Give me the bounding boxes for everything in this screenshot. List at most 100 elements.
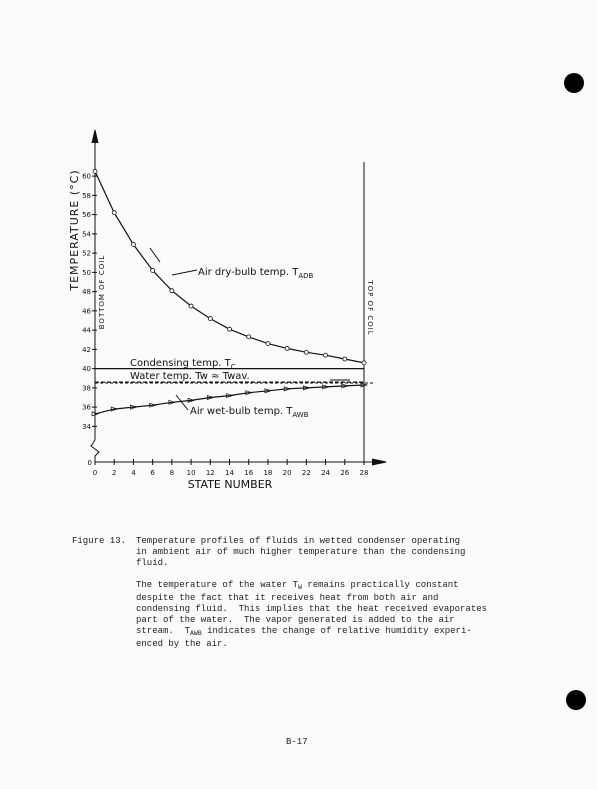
caption-line: fluid. [136, 558, 169, 568]
point [111, 210, 117, 216]
series-label: Air wet-bulb temp. TAWB [190, 406, 309, 419]
y-axis-label: TEMPERATURE (°C) [68, 169, 81, 291]
point [130, 404, 138, 410]
point [92, 168, 98, 174]
y-tick-label: 46 [82, 307, 91, 315]
x-tick-label: 26 [340, 469, 349, 477]
x-tick-label: 4 [131, 469, 136, 477]
x-tick-label: 10 [187, 469, 196, 477]
text-run: enced by the air. [136, 639, 228, 649]
punch-hole [566, 690, 586, 710]
x-tick-label: 12 [206, 469, 215, 477]
point [131, 242, 136, 247]
paragraph-line: part of the water. The vapor generated i… [136, 615, 487, 626]
point [246, 334, 252, 340]
text-run: remains practically constant [301, 580, 459, 590]
point [303, 385, 311, 391]
paragraph-line: stream. TAWB indicates the change of rel… [136, 626, 487, 639]
point [342, 356, 348, 362]
y-tick-label: 48 [82, 288, 91, 296]
y-tick-label: 52 [82, 250, 91, 258]
point [206, 395, 215, 400]
x-tick-label: 28 [360, 469, 369, 477]
text-run: part of the water. The vapor generated i… [136, 615, 455, 625]
x-tick-label: 22 [302, 469, 311, 477]
point [227, 326, 232, 332]
point [360, 382, 369, 388]
point [303, 349, 309, 355]
chart: STATE NUMBER TEMPERATURE (°C) 0 BOTTOM O… [68, 73, 584, 491]
paragraph-line: despite the fact that it receives heat f… [136, 593, 487, 604]
series-sub: C [231, 363, 236, 371]
point [169, 288, 175, 294]
point [168, 399, 176, 405]
x-tick-label: 20 [283, 469, 292, 477]
text-run: The temperature of the water T [136, 580, 299, 590]
x-tick-label: 14 [225, 469, 234, 477]
series-label: Air dry-bulb temp. TADB [198, 267, 314, 280]
paragraph-line: condensing fluid. This implies that the … [136, 604, 487, 615]
y-tick-label: 40 [82, 365, 91, 373]
subscript: W [298, 584, 302, 591]
paragraph-line: The temperature of the water TW remains … [136, 580, 487, 593]
text-run: condensing fluid. This implies that the … [136, 604, 488, 614]
caption-line: in ambient air of much higher temperatur… [136, 547, 466, 557]
x-tick-label: 2 [112, 469, 116, 477]
y-tick-label: 36 [82, 404, 91, 412]
x-tick-label: 18 [263, 469, 272, 477]
x-tick-label: 8 [170, 469, 174, 477]
caption-line: Temperature profiles of fluids in wetted… [136, 536, 461, 546]
series-sub: AWB [292, 411, 308, 419]
point [207, 316, 213, 321]
x-axis-label: STATE NUMBER [188, 478, 273, 491]
y-tick-label: 58 [82, 192, 91, 200]
y-tick-label: 34 [82, 423, 91, 431]
point [322, 384, 330, 390]
point [245, 390, 253, 396]
text-run: stream. T [136, 626, 191, 636]
text-run: despite the fact that it receives heat f… [136, 593, 439, 603]
series-line [94, 384, 365, 415]
punch-hole [564, 73, 584, 93]
point [150, 268, 156, 273]
point [341, 383, 349, 389]
y-tick-label: 60 [82, 173, 91, 181]
series-name: Water temp. Tw ≈ Twav. [130, 371, 250, 382]
y-tick-label: 56 [82, 211, 91, 219]
y-tick-label: 54 [82, 230, 91, 238]
point [323, 352, 328, 358]
point [283, 386, 292, 392]
x-tick-label: 24 [321, 469, 330, 477]
y-tick-label: 44 [82, 327, 91, 335]
point [187, 397, 196, 403]
y-origin-label: 0 [88, 459, 92, 467]
paragraph: The temperature of the water TW remains … [136, 580, 487, 650]
series-name: Condensing temp. T [130, 358, 232, 369]
series-sub: ADB [298, 272, 313, 280]
x-tick-label: 6 [150, 469, 155, 477]
point [149, 402, 157, 408]
series-name: Air dry-bulb temp. T [198, 267, 299, 278]
point [110, 406, 119, 412]
caption-label: Figure 13. [72, 536, 127, 546]
axes [90, 129, 387, 466]
caption: Temperature profiles of fluids in wetted… [136, 536, 465, 569]
text-run: indicates the change of relative humidit… [201, 626, 472, 636]
x-tick-label: 0 [93, 469, 97, 477]
y-tick-label: 42 [82, 346, 91, 354]
top-of-coil: TOP OF COIL [366, 279, 374, 335]
bottom-of-coil: BOTTOM OF COIL [98, 255, 106, 330]
series-name: Air wet-bulb temp. T [190, 406, 293, 417]
series-label: Water temp. Tw ≈ Twav. [130, 371, 250, 382]
y-tick-label: 50 [82, 269, 91, 277]
x-tick-label: 16 [244, 469, 253, 477]
point [284, 346, 290, 351]
point [361, 360, 367, 366]
y-tick-label: 38 [82, 384, 91, 392]
paragraph-line: enced by the air. [136, 639, 487, 650]
point [188, 303, 194, 309]
point [265, 341, 271, 347]
point [91, 411, 100, 417]
point [264, 388, 273, 394]
